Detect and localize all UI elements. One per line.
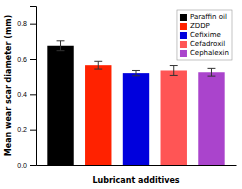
bar: [198, 72, 224, 165]
x-axis-title: Lubricant additives: [92, 176, 179, 185]
chart: 0.00.20.40.60.8Paraffin oilZDDPCefiximeC…: [0, 0, 242, 189]
error-cap: [170, 65, 178, 66]
y-tick-label: 0.6: [17, 56, 27, 63]
y-tick: 0.2: [17, 126, 36, 133]
legend-item: Paraffin oil: [180, 13, 227, 21]
error-cap: [208, 68, 216, 69]
error-cap: [57, 40, 65, 41]
y-tick-mark: [30, 165, 36, 166]
error-cap: [94, 61, 102, 62]
x-axis: [37, 165, 237, 166]
legend-frame: [177, 10, 232, 60]
error-line: [173, 66, 174, 76]
y-tick-label: 0.8: [17, 20, 27, 27]
error-bar: [94, 61, 102, 69]
legend-label: Paraffin oil: [190, 13, 227, 21]
bar: [47, 46, 73, 165]
x-axis-line: [37, 165, 237, 166]
error-line: [136, 70, 137, 75]
y-tick: 0.6: [17, 56, 36, 63]
plot: 0.00.20.40.60.8Paraffin oilZDDPCefiximeC…: [17, 7, 236, 169]
legend-swatch: [180, 23, 187, 30]
legend-swatch: [180, 14, 187, 21]
error-cap: [94, 69, 102, 70]
y-tick: 0.4: [17, 91, 36, 98]
y-tick-mark: [30, 24, 36, 25]
legend-item: Cefixime: [180, 31, 221, 39]
legend-item: Cephalexin: [180, 49, 229, 57]
bar: [85, 65, 111, 165]
error-cap: [132, 70, 140, 71]
y-tick-mark: [30, 59, 36, 60]
legend-swatch: [180, 41, 187, 48]
legend-item: ZDDP: [180, 22, 210, 30]
y-tick: 0.8: [17, 20, 36, 27]
y-axis-title: Mean wear scar diameter (mm): [4, 15, 13, 156]
legend-label: Cephalexin: [190, 49, 229, 57]
y-tick-label: 0.4: [17, 91, 27, 98]
error-bar: [132, 70, 140, 75]
error-line: [211, 68, 212, 76]
legend-label: Cefixime: [190, 31, 221, 39]
y-tick-mark: [30, 94, 36, 95]
y-axis: 0.0 0.2 0.4 0.6 0.8: [17, 7, 36, 169]
bar: [123, 73, 149, 165]
error-cap: [208, 76, 216, 77]
error-cap: [170, 75, 178, 76]
y-tick-label: 0.0: [17, 162, 27, 169]
legend: Paraffin oilZDDPCefiximeCefadroxilCephal…: [177, 10, 232, 60]
error-bar: [208, 68, 216, 76]
legend-label: Cefadroxil: [190, 40, 225, 48]
legend-item: Cefadroxil: [180, 40, 225, 48]
y-tick-label: 0.2: [17, 126, 27, 133]
error-bar: [57, 41, 65, 51]
y-tick: 0.0: [17, 162, 36, 169]
y-axis-line: [30, 7, 37, 166]
y-tick-mark: [30, 130, 36, 131]
error-line: [98, 61, 99, 69]
legend-swatch: [180, 50, 187, 57]
error-cap: [132, 75, 140, 76]
error-line: [60, 41, 61, 51]
legend-label: ZDDP: [190, 22, 210, 30]
legend-swatch: [180, 32, 187, 39]
bar: [161, 70, 187, 165]
error-cap: [57, 50, 65, 51]
error-bar: [170, 66, 178, 76]
